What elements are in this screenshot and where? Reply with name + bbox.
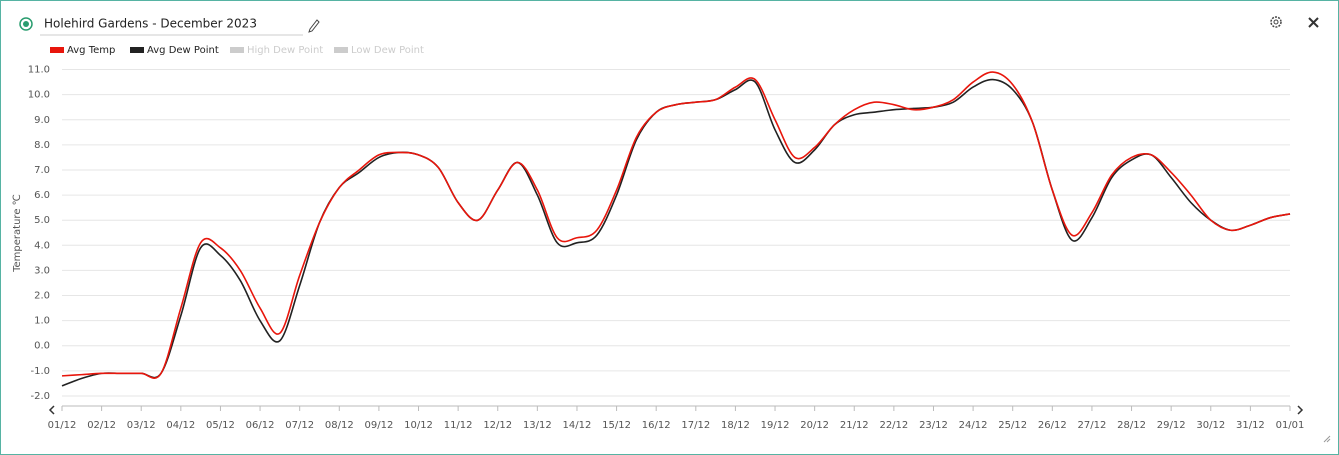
y-axis-label: Temperature ℃ bbox=[12, 194, 23, 273]
scroll-right[interactable] bbox=[1297, 405, 1304, 415]
y-tick-label: 1.0 bbox=[34, 316, 50, 327]
y-tick-label: 10.0 bbox=[28, 90, 50, 101]
gear-outer bbox=[1270, 16, 1282, 28]
x-tick-label: 25/12 bbox=[998, 420, 1027, 431]
close-icon[interactable] bbox=[1308, 17, 1319, 28]
gear-inner bbox=[1273, 19, 1279, 25]
legend-swatch bbox=[130, 47, 144, 53]
chart-title: Holehird Gardens - December 2023 bbox=[44, 17, 257, 31]
y-tick-label: 7.0 bbox=[34, 165, 50, 176]
x-tick-label: 02/12 bbox=[87, 420, 116, 431]
x-tick-label: 06/12 bbox=[246, 420, 275, 431]
x-tick-label: 10/12 bbox=[404, 420, 433, 431]
x-tick-label: 26/12 bbox=[1038, 420, 1067, 431]
legend-label[interactable]: Avg Dew Point bbox=[147, 45, 219, 56]
x-tick-label: 30/12 bbox=[1196, 420, 1225, 431]
x-tick-label: 07/12 bbox=[285, 420, 314, 431]
y-tick-label: 4.0 bbox=[34, 240, 50, 251]
y-tick-label: 11.0 bbox=[28, 65, 50, 76]
x-tick-label: 19/12 bbox=[761, 420, 790, 431]
legend-label[interactable]: Low Dew Point bbox=[351, 45, 424, 56]
legend-swatch bbox=[230, 47, 244, 53]
edit-icon[interactable] bbox=[308, 19, 320, 33]
x-tick-label: 24/12 bbox=[959, 420, 988, 431]
x-tick-label: 14/12 bbox=[563, 420, 592, 431]
y-tick-label: 6.0 bbox=[34, 190, 50, 201]
x-tick-label: 03/12 bbox=[127, 420, 156, 431]
x-tick-label: 27/12 bbox=[1078, 420, 1107, 431]
status-dot bbox=[23, 21, 29, 27]
legend-swatch bbox=[334, 47, 348, 53]
x-tick-label: 16/12 bbox=[642, 420, 671, 431]
scroll-left[interactable] bbox=[48, 405, 55, 415]
x-tick-label: 13/12 bbox=[523, 420, 552, 431]
x-tick-label: 21/12 bbox=[840, 420, 869, 431]
x-tick-label: 20/12 bbox=[800, 420, 829, 431]
x-tick-label: 01/12 bbox=[48, 420, 77, 431]
x-tick-label: 28/12 bbox=[1117, 420, 1146, 431]
y-tick-label: 2.0 bbox=[34, 291, 50, 302]
x-tick-label: 08/12 bbox=[325, 420, 354, 431]
x-tick-label: 12/12 bbox=[483, 420, 512, 431]
x-tick-label: 23/12 bbox=[919, 420, 948, 431]
legend-label[interactable]: Avg Temp bbox=[67, 45, 115, 56]
x-tick-label: 15/12 bbox=[602, 420, 631, 431]
status-icon[interactable] bbox=[19, 17, 33, 31]
y-tick-label: 5.0 bbox=[34, 215, 50, 226]
series-line bbox=[61, 71, 1291, 379]
x-tick-label: 17/12 bbox=[681, 420, 710, 431]
x-tick-label: 04/12 bbox=[166, 420, 195, 431]
x-tick-label: 18/12 bbox=[721, 420, 750, 431]
x-tick-label: 01/01 bbox=[1276, 420, 1305, 431]
x-tick-label: 05/12 bbox=[206, 420, 235, 431]
x-tick-label: 31/12 bbox=[1236, 420, 1265, 431]
settings-icon[interactable] bbox=[1270, 16, 1282, 28]
x-tick-label: 09/12 bbox=[364, 420, 393, 431]
x-tick-label: 22/12 bbox=[879, 420, 908, 431]
resize-handle[interactable] bbox=[1323, 435, 1331, 443]
y-tick-label: 3.0 bbox=[34, 265, 50, 276]
y-tick-label: -2.0 bbox=[30, 391, 50, 402]
y-tick-label: 8.0 bbox=[34, 140, 50, 151]
legend-label[interactable]: High Dew Point bbox=[247, 45, 323, 56]
y-tick-label: 9.0 bbox=[34, 115, 50, 126]
x-tick-label: 11/12 bbox=[444, 420, 473, 431]
x-tick-label: 29/12 bbox=[1157, 420, 1186, 431]
legend-swatch bbox=[50, 47, 64, 53]
y-tick-label: -1.0 bbox=[30, 366, 50, 377]
y-tick-label: 0.0 bbox=[34, 341, 50, 352]
